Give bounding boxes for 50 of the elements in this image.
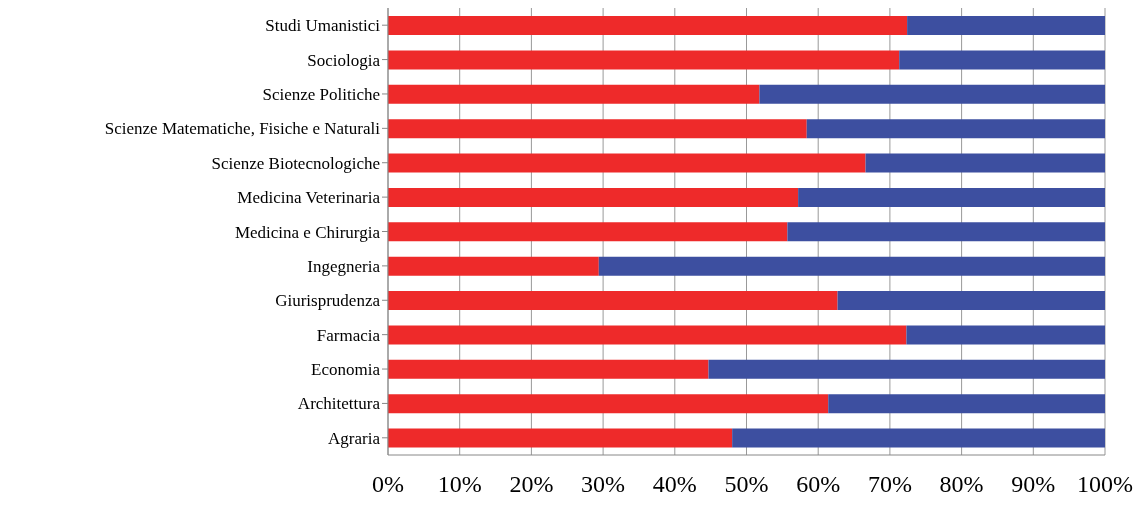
- x-tick-label: 100%: [1077, 471, 1133, 498]
- y-tick-label: Ingegneria: [307, 256, 381, 276]
- bar: [708, 359, 1105, 379]
- bar: [598, 256, 1105, 276]
- y-tick-label: Sociologia: [307, 50, 381, 70]
- x-tick-label: 30%: [581, 471, 626, 498]
- y-tick-label: Medicina e Chirurgia: [234, 222, 381, 242]
- bar: [388, 428, 733, 448]
- y-tick-label: Studi Umanistici: [265, 16, 381, 36]
- x-tick-label: 40%: [652, 471, 697, 498]
- bar: [828, 394, 1105, 414]
- x-tick-label: 70%: [867, 471, 912, 498]
- bar: [798, 187, 1105, 207]
- x-tick-label: 0%: [372, 471, 404, 498]
- bar: [865, 153, 1105, 173]
- y-tick-label: Giurisprudenza: [275, 291, 381, 311]
- y-tick-label: Agraria: [328, 428, 381, 448]
- bar: [388, 84, 760, 104]
- x-tick-label: 80%: [939, 471, 984, 498]
- bar: [388, 394, 829, 414]
- bar: [388, 16, 908, 35]
- y-tick-label: Farmacia: [316, 325, 381, 345]
- bar: [388, 359, 709, 379]
- y-tick-label: Scienze Politiche: [262, 85, 380, 104]
- bar: [388, 222, 788, 242]
- y-tick-label: Economia: [311, 360, 381, 380]
- bar: [787, 222, 1105, 242]
- x-tick-label: 20%: [509, 471, 554, 498]
- x-tick-label: 60%: [796, 471, 841, 498]
- y-tick-label: Scienze Biotecnologiche: [211, 153, 380, 173]
- bar: [388, 119, 807, 139]
- bar: [907, 16, 1105, 35]
- bar: [837, 291, 1105, 311]
- bar: [388, 256, 599, 276]
- y-tick-label: Medicina Veterinaria: [237, 188, 381, 208]
- bar: [388, 187, 799, 207]
- bar: [388, 153, 866, 173]
- bar: [806, 119, 1105, 139]
- bar: [388, 291, 838, 311]
- bar: [732, 428, 1105, 448]
- bar: [899, 50, 1105, 70]
- x-tick-label: 90%: [1011, 471, 1056, 498]
- y-tick-label: Scienze Matematiche, Fisiche e Naturali: [104, 119, 381, 139]
- bar: [388, 325, 907, 345]
- x-tick-label: 10%: [437, 471, 482, 498]
- x-tick-label: 50%: [724, 471, 769, 498]
- y-tick-label: Architettura: [297, 394, 381, 414]
- bar: [906, 325, 1105, 345]
- bar: [759, 84, 1105, 104]
- bar: [388, 50, 900, 70]
